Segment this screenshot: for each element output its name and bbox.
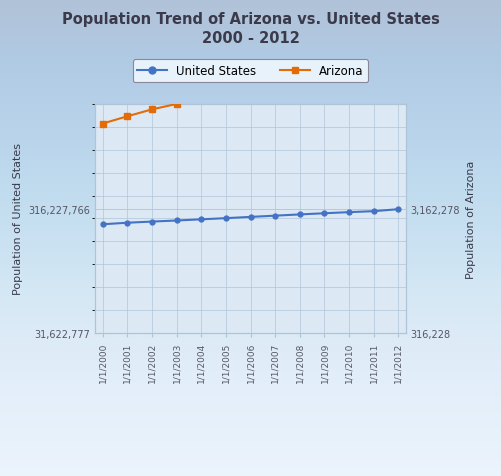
Text: 2000 - 2012: 2000 - 2012 bbox=[201, 31, 300, 46]
Legend: United States, Arizona: United States, Arizona bbox=[133, 60, 368, 83]
Text: Population Trend of Arizona vs. United States: Population Trend of Arizona vs. United S… bbox=[62, 12, 439, 27]
Y-axis label: Population of Arizona: Population of Arizona bbox=[466, 160, 476, 278]
Y-axis label: Population of United States: Population of United States bbox=[13, 143, 23, 295]
